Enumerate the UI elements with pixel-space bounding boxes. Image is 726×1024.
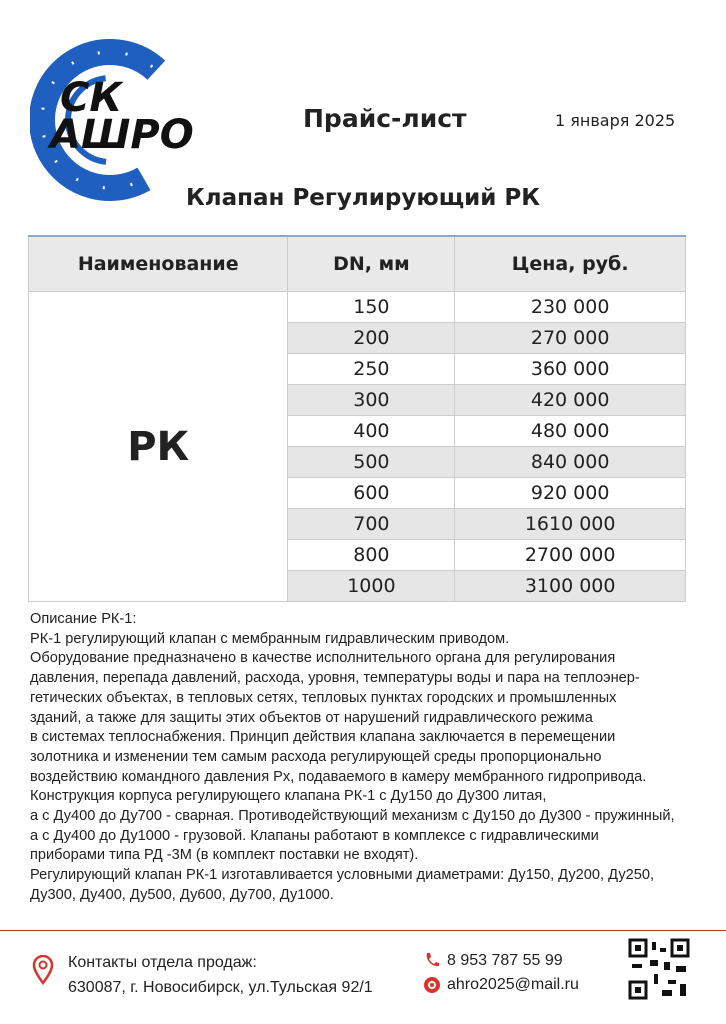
table-row: 600 920 000 (29, 477, 686, 509)
phone-icon (426, 953, 439, 967)
price-cell: 840 000 (454, 446, 686, 478)
column-header: Наименование (27, 235, 289, 292)
description-line: Конструкция корпуса регулирующего клапан… (30, 788, 547, 805)
description-line: а с Ду400 до Ду700 - сварная. Противодей… (30, 808, 675, 825)
email: ahro2025@mail.ru (447, 976, 579, 993)
dn-cell: 600 (287, 477, 456, 509)
price-cell: 920 000 (454, 477, 686, 509)
table-row: 500 840 000 (29, 446, 686, 478)
title: Прайс-лист (303, 104, 467, 133)
email-icon (424, 977, 440, 993)
header-row: Наименование DN, мм Цена, руб. (27, 235, 686, 292)
table-body: РК 150 230 000 200 270 000 250 360 000 300 420 0… (27, 291, 686, 602)
column-header: Цена, руб. (454, 235, 686, 292)
price-cell: 270 000 (454, 322, 686, 354)
price-cell: 360 000 (454, 353, 686, 385)
price-cell: 230 000 (454, 291, 686, 323)
description-line: зданий, а также для защиты этих объектов… (30, 709, 593, 726)
description-line: приборами типа РД -3М (в комплект постав… (30, 847, 419, 864)
dn-cell: 250 (287, 353, 456, 385)
column-header: DN, мм (287, 235, 456, 292)
table-row: 200 270 000 (29, 322, 686, 354)
date: 1 января 2025 (555, 111, 676, 130)
description-line: воздействию командного давления Рх, пода… (30, 768, 647, 785)
description-line: РК-1 регулирующий клапан с мембранным ги… (30, 630, 510, 647)
dn-cell: 300 (287, 384, 456, 416)
logo (30, 39, 191, 201)
table-row: 400 480 000 (29, 415, 686, 447)
divider (0, 930, 726, 931)
description-line: Ду300, Ду400, Ду500, Ду600, Ду700, Ду100… (30, 886, 334, 903)
brand-top: СК (60, 75, 123, 121)
description-line: гетических объектах, в тепловых сетях, т… (30, 689, 617, 706)
price-cell: 420 000 (454, 384, 686, 416)
dn-cell: 500 (287, 446, 456, 478)
dn-cell: 400 (287, 415, 456, 447)
qr-code (628, 938, 690, 1000)
description-line: в системах теплоснабжения. Принцип дейст… (30, 729, 616, 746)
description-line: Регулирующий клапан РК-1 изготавливается… (30, 867, 655, 884)
phone: 8 953 787 55 99 (447, 952, 563, 969)
description-line: Оборудование предназначено в качестве ис… (30, 650, 616, 667)
dn-cell: 1000 (287, 570, 456, 602)
price-cell: 480 000 (454, 415, 686, 447)
address: 630087, г. Новосибирск, ул.Тульская 92/1 (68, 979, 373, 996)
dn-cell: 700 (287, 508, 456, 540)
description-line: давления, перепада давлений, расхода, ур… (30, 670, 640, 687)
table-row: 700 1610 000 (29, 508, 686, 540)
table-row: 1000 3100 000 (29, 570, 686, 602)
table-row: РК 150 230 000 (27, 291, 686, 602)
dn-cell: 150 (287, 291, 456, 323)
subtitle: Клапан Регулирующий РК (185, 185, 541, 211)
description-line: Описание РК-1: (30, 611, 137, 627)
brand-bottom: АШРО (50, 112, 194, 158)
price-cell: 2700 000 (454, 539, 686, 571)
product-name: РК (27, 291, 289, 602)
price-cell: 1610 000 (454, 508, 686, 540)
dn-cell: 800 (287, 539, 456, 571)
description: Описание РК-1: РК-1 регулирующий клапан с… (30, 610, 675, 906)
dn-cell: 200 (287, 322, 456, 354)
description-line: а с Ду400 до Ду1000 - грузовой. Клапаны … (30, 827, 599, 844)
contacts-label: Контакты отдела продаж: (68, 954, 257, 971)
description-line: золотника и изменении тем самым расхода … (30, 748, 602, 765)
price-table: Наименование DN, мм Цена, руб. РК 150 230 00… (27, 235, 686, 602)
table-row: 250 360 000 (29, 353, 686, 385)
location-icon (32, 955, 54, 985)
table-row: 800 2700 000 (29, 539, 686, 571)
price-cell: 3100 000 (454, 570, 686, 602)
